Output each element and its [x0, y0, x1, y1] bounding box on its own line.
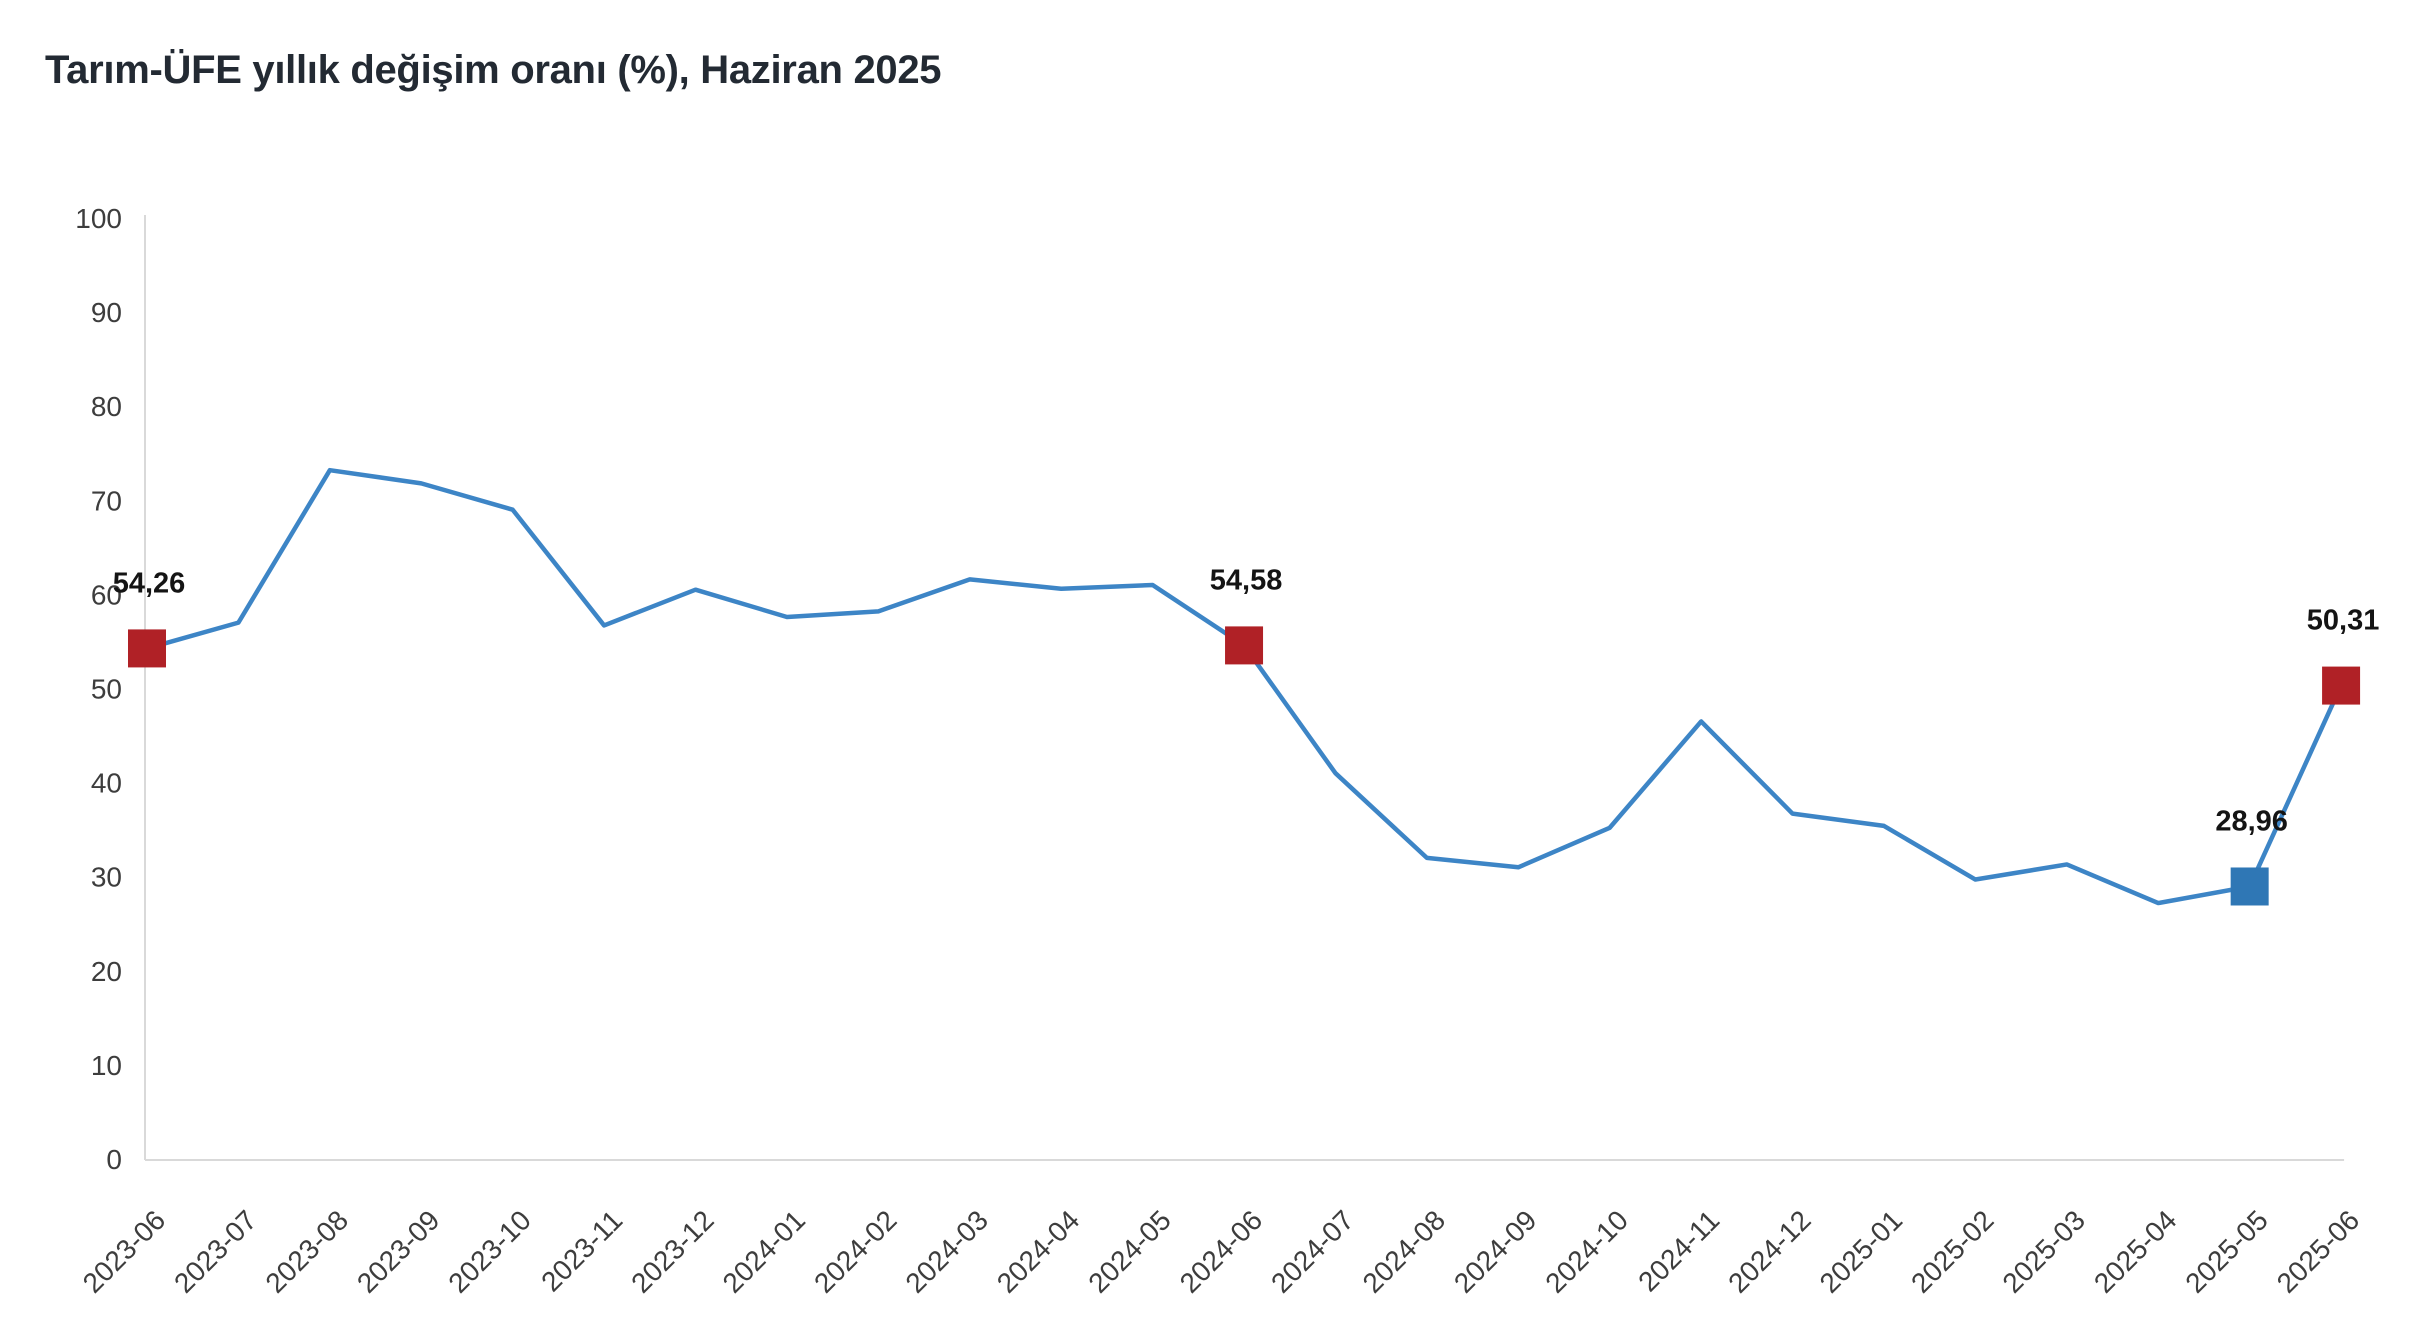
- y-axis-tick-label: 30: [91, 862, 122, 893]
- data-point-label: 28,96: [2215, 805, 2288, 837]
- x-axis-tick-label: 2024-05: [1082, 1204, 1177, 1299]
- x-axis-tick-label: 2024-09: [1448, 1204, 1543, 1299]
- data-point-marker: [2230, 867, 2269, 906]
- y-axis-tick-label: 60: [91, 579, 122, 610]
- y-axis-tick-label: 50: [91, 674, 122, 705]
- data-point-label: 50,31: [2307, 605, 2380, 637]
- x-axis-tick-label: 2024-02: [808, 1204, 903, 1299]
- x-axis-tick-label: 2024-01: [717, 1204, 812, 1299]
- data-point-label: 54,26: [113, 567, 186, 599]
- x-axis-tick-label: 2023-06: [77, 1204, 172, 1299]
- data-point-label: 54,58: [1210, 564, 1283, 596]
- data-point-marker: [1225, 626, 1264, 665]
- x-axis-tick-label: 2024-03: [899, 1204, 994, 1299]
- y-axis-tick-label: 80: [91, 391, 122, 422]
- x-axis-tick-label: 2023-12: [625, 1204, 720, 1299]
- x-axis-tick-label: 2024-11: [1632, 1204, 1725, 1297]
- y-axis-tick-label: 10: [91, 1050, 122, 1081]
- x-axis-tick-label: 2024-08: [1357, 1204, 1452, 1299]
- x-axis-tick-label: 2023-10: [442, 1204, 537, 1299]
- x-axis-tick-label: 2024-07: [1265, 1204, 1360, 1299]
- x-axis-tick-label: 2025-05: [2179, 1204, 2274, 1299]
- x-axis-tick-label: 2025-03: [1996, 1204, 2091, 1299]
- x-axis-tick-label: 2025-04: [2088, 1204, 2183, 1299]
- trend-line: [144, 467, 2344, 906]
- x-axis-tick-label: 2025-06: [2271, 1204, 2366, 1299]
- y-axis-tick-label: 70: [91, 485, 122, 516]
- data-point-marker: [128, 629, 166, 668]
- x-axis-tick-label: 2024-06: [1174, 1204, 1269, 1299]
- x-axis-tick-label: 2024-04: [991, 1204, 1086, 1299]
- data-point-marker: [2322, 666, 2361, 705]
- x-axis-tick-label: 2023-07: [168, 1204, 263, 1299]
- y-axis-tick-label: 90: [91, 297, 122, 328]
- x-axis-tick-label: 2023-09: [351, 1204, 446, 1299]
- x-axis-tick-label: 2025-01: [1814, 1204, 1909, 1299]
- x-axis-tick-label: 2025-02: [1905, 1204, 2000, 1299]
- y-axis-tick-label: 0: [106, 1144, 122, 1175]
- x-axis-tick-label: 2024-10: [1539, 1204, 1634, 1299]
- y-axis-tick-label: 20: [91, 956, 122, 987]
- x-axis-tick-label: 2024-12: [1722, 1204, 1817, 1299]
- y-axis-tick-label: 40: [91, 768, 122, 799]
- x-axis-tick-label: 2023-11: [535, 1204, 628, 1297]
- y-axis-tick-label: 100: [75, 203, 122, 234]
- x-axis-tick-label: 2023-08: [259, 1204, 354, 1299]
- chart-title: Tarım-ÜFE yıllık değişim oranı (%), Hazi…: [45, 48, 942, 92]
